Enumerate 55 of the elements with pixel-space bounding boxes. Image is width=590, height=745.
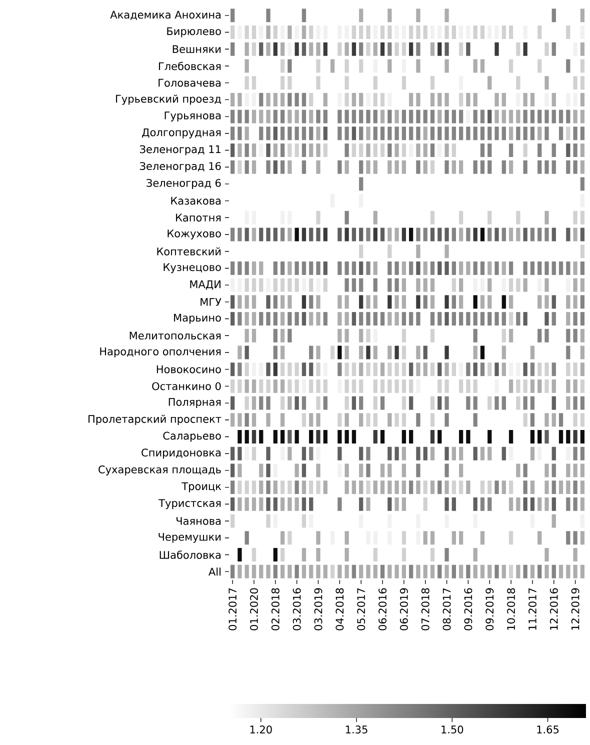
- y-tick-label: Головачева: [158, 78, 221, 87]
- y-tick-label: Гурьевский проезд: [116, 94, 221, 105]
- x-tick-label: 11.2017: [528, 588, 536, 630]
- x-tick-label: 01.2020: [250, 588, 258, 630]
- y-tick-label: Бирюлево: [167, 27, 221, 38]
- y-tick-label: Пролетарский проспект: [88, 414, 222, 425]
- y-tick-label: Новокосино: [156, 365, 221, 374]
- x-tick-label: 10.2018: [507, 588, 516, 630]
- x-tick-label: 06.2016: [378, 588, 386, 630]
- color-bar-label: 1.20: [250, 726, 272, 734]
- x-tick-label: 12.2019: [571, 588, 580, 630]
- y-tick-label: All: [208, 568, 221, 576]
- y-tick-label: Туристская: [158, 499, 221, 510]
- x-tick-label: 03.2019: [314, 588, 322, 630]
- x-tick-label: 02.2018: [271, 588, 280, 630]
- x-tick-label: 04.2018: [336, 588, 344, 630]
- y-tick-label: Долгопрудная: [142, 128, 221, 138]
- x-tick-label: 09.2016: [464, 588, 472, 630]
- y-tick-label: Спиридоновка: [142, 448, 221, 459]
- y-tick-label: Полярная: [168, 398, 221, 408]
- y-tick-label: Марьино: [174, 314, 221, 324]
- y-tick-label: Троицк: [182, 482, 222, 492]
- color-bar-label: 1.50: [442, 726, 464, 734]
- y-tick-label: МАДИ: [190, 280, 220, 290]
- y-tick-label: Казакова: [171, 196, 221, 205]
- y-tick-label: Зеленоград 16: [140, 162, 221, 172]
- y-tick-label: Шаболовка: [160, 550, 221, 559]
- x-tick-label: 01.2017: [228, 588, 237, 630]
- x-tick-label: 05.2017: [357, 588, 366, 630]
- y-tick-label: Мелитопольская: [130, 332, 221, 340]
- y-tick-label: Зеленоград 11: [140, 145, 220, 156]
- y-tick-label: Вешняки: [172, 45, 221, 54]
- y-tick-label: Саларьево: [163, 432, 221, 442]
- y-tick-label: Кожухово: [168, 230, 221, 240]
- y-tick-label: Глебовская: [158, 62, 221, 70]
- color-bar-label: 1.35: [346, 726, 368, 734]
- y-tick-label: Чаянова: [176, 517, 221, 525]
- x-tick-label: 09.2019: [486, 588, 494, 630]
- x-tick-label: 07.2018: [421, 588, 430, 630]
- y-tick-label: МГУ: [200, 298, 222, 306]
- x-tick-label: 03.2016: [292, 588, 301, 630]
- x-tick-label: 08.2017: [442, 588, 451, 630]
- color-bar-label: 1.65: [537, 726, 559, 734]
- y-tick-label: Сухаревская площадь: [98, 465, 221, 476]
- y-tick-label: Капотня: [176, 214, 221, 222]
- y-tick-label: Зеленоград 6: [146, 178, 221, 189]
- y-tick-label: Кузнецово: [164, 263, 221, 274]
- y-tick-label: Академика Анохина: [110, 10, 221, 20]
- y-tick-label: Черемушки: [158, 532, 221, 543]
- y-tick-label: Гурьянова: [164, 112, 221, 122]
- y-tick-label: Останкино 0: [152, 382, 221, 390]
- x-tick-label: 06.2019: [400, 588, 408, 630]
- y-tick-label: Народного ополчения: [100, 348, 221, 358]
- y-tick-label: Коптевский: [157, 247, 221, 256]
- x-tick-label: 12.2016: [550, 588, 558, 630]
